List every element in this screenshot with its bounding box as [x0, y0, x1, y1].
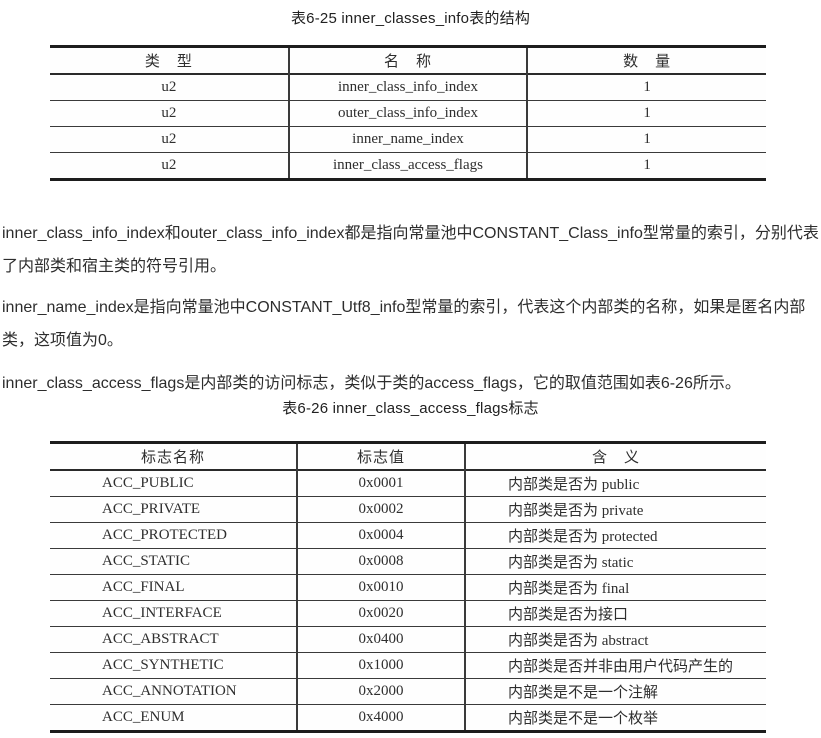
access-flags-table: 标志名称 标志值含 义 ACC_PUBLIC 0x0001 内部类是否为 public… — [50, 441, 766, 733]
column-header: 名 称 — [287, 46, 528, 74]
table-row: ACC_PUBLIC 0x0001 内部类是否为 public — [50, 469, 766, 497]
paragraph: inner_class_info_index和outer_class_info_… — [2, 225, 819, 275]
table-cell: 0x2000 — [296, 678, 465, 705]
table-cell: 0x4000 — [296, 704, 465, 732]
table-row: ACC_STATIC 0x0008 内部类是否为 static — [50, 548, 766, 575]
table-cell: ACC_ANNOTATION — [50, 678, 297, 705]
table-row: u2 outer_class_info_index 1 — [50, 100, 766, 127]
table-cell: ACC_SYNTHETIC — [50, 652, 297, 679]
paragraph: inner_name_index是指向常量池中CONSTANT_Utf8_inf… — [2, 299, 806, 349]
table-cell: 1 — [526, 100, 766, 127]
table-row: ACC_PRIVATE 0x0002 内部类是否为 private — [50, 496, 766, 523]
table-cell: 1 — [526, 73, 766, 101]
column-header: 含 义 — [464, 442, 766, 470]
column-header: 数 量 — [526, 46, 766, 74]
column-header: 标志名称 — [140, 450, 205, 466]
table-cell: ACC_PRIVATE — [50, 496, 297, 523]
table-cell: 0x0002 — [296, 496, 465, 523]
table1-caption: 表6-25 inner_classes_info表的结构 — [290, 10, 531, 27]
table-row: ACC_ANNOTATION 0x2000 内部类是不是一个注解 — [50, 678, 766, 705]
table-row: u2 inner_class_access_flags 1 — [50, 152, 766, 180]
table-header-row: 类 型 名 称数 量 — [50, 46, 766, 74]
table-cell: 内部类是否为 public — [464, 469, 766, 497]
table1-structure: 类 型名 称数 量 u2 inner_class_info_index 1 u2 out… — [50, 45, 766, 181]
table-cell: ACC_INTERFACE — [50, 600, 297, 627]
table-cell: ACC_ABSTRACT — [50, 626, 297, 653]
table-cell: 内部类是否为接口 — [464, 600, 766, 627]
table-cell: ACC_ENUM — [50, 704, 297, 732]
table-cell: ACC_PUBLIC — [50, 469, 297, 497]
table-row: ACC_INTERFACE 0x0020 内部类是否为接口 — [50, 600, 766, 627]
table-cell: ACC_PROTECTED — [50, 522, 297, 549]
table-cell: 内部类是否并非由用户代码产生的 — [464, 652, 766, 679]
table-cell: 内部类是否为 protected — [464, 522, 766, 549]
table-cell: inner_class_info_index — [287, 73, 528, 101]
table-cell: 内部类是不是一个枚举 — [464, 704, 766, 732]
table-row: ACC_PROTECTED 0x0004 内部类是否为 protected — [50, 522, 766, 549]
table-cell: 0x0020 — [296, 600, 465, 627]
table-cell: inner_name_index — [287, 126, 528, 153]
table-cell: 1 — [526, 126, 766, 153]
column-header: 类 型 — [144, 54, 193, 70]
table-cell: u2 — [50, 152, 289, 180]
table2-flags: 标志名称 标志值含 义 ACC_PUBLIC 0x0001 内部类是否为 public… — [50, 441, 766, 733]
table-cell: 内部类是否为 static — [464, 548, 766, 575]
table-cell: u2 — [50, 73, 289, 101]
table-cell: 0x0004 — [296, 522, 465, 549]
table-cell: ACC_FINAL — [50, 574, 297, 601]
table-row: u2 inner_class_info_index 1 — [50, 73, 766, 101]
inner-classes-info-table: 类 型名 称数 量 u2 inner_class_info_index 1 u2 out… — [50, 45, 766, 181]
table-cell: outer_class_info_index — [287, 100, 528, 127]
table-cell: 1 — [526, 152, 766, 180]
table-cell: u2 — [50, 100, 289, 127]
table-cell: 0x1000 — [296, 652, 465, 679]
table-cell: 内部类是否为 private — [464, 496, 766, 523]
table-row: ACC_ENUM 0x4000 内部类是不是一个枚举 — [50, 704, 766, 732]
table2-caption: 表6-26 inner_class_access_flags标志 — [282, 400, 539, 417]
table-cell: 0x0400 — [296, 626, 465, 653]
table-header-row: 标志名称 标志值含 义 — [50, 442, 766, 470]
paragraph: inner_class_access_flags是内部类的访问标志，类似于类的a… — [2, 375, 741, 392]
table-cell: u2 — [50, 126, 289, 153]
table-row: ACC_ABSTRACT 0x0400 内部类是否为 abstract — [50, 626, 766, 653]
table-cell: 0x0001 — [296, 469, 465, 497]
table-row: u2 inner_name_index 1 — [50, 126, 766, 153]
table-cell: 0x0010 — [296, 574, 465, 601]
table-row: ACC_SYNTHETIC 0x1000 内部类是否并非由用户代码产生的 — [50, 652, 766, 679]
table-cell: inner_class_access_flags — [287, 152, 528, 180]
table-cell: 内部类是否为 abstract — [464, 626, 766, 653]
table-row: ACC_FINAL 0x0010 内部类是否为 final — [50, 574, 766, 601]
column-header: 标志值 — [296, 442, 465, 470]
table-cell: ACC_STATIC — [50, 548, 297, 575]
table-cell: 内部类是不是一个注解 — [464, 678, 766, 705]
table-cell: 0x0008 — [296, 548, 465, 575]
table-cell: 内部类是否为 final — [464, 574, 766, 601]
